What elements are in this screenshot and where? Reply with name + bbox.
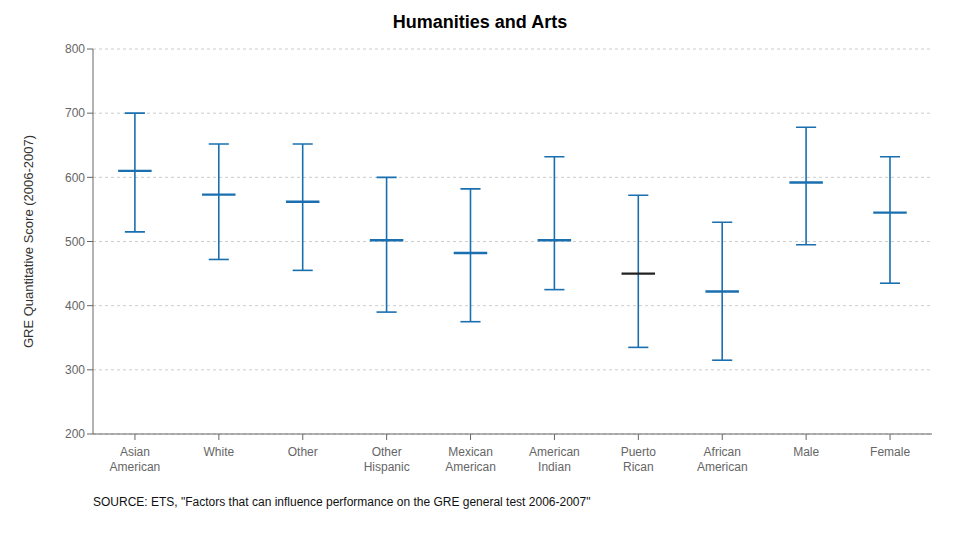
svg-text:300: 300 [65, 363, 85, 377]
svg-text:AmericanIndian: AmericanIndian [529, 445, 580, 474]
svg-text:600: 600 [65, 171, 85, 185]
svg-text:Female: Female [870, 445, 910, 459]
svg-text:200: 200 [65, 427, 85, 441]
svg-text:700: 700 [65, 106, 85, 120]
html-text:SOURCE: ETS, "Factors that can: SOURCE: ETS, "Factors that can influence… [93, 495, 591, 509]
html-text:Humanities and Arts: Humanities and Arts [392, 12, 568, 32]
svg-text:AsianAmerican: AsianAmerican [110, 445, 161, 474]
svg-text:Male: Male [793, 445, 819, 459]
svg-text:OtherHispanic: OtherHispanic [364, 445, 410, 474]
svg-text:800: 800 [65, 42, 85, 56]
svg-text:GRE Quantitative Score (2006-2: GRE Quantitative Score (2006-2007) [21, 135, 36, 348]
svg-text:PuertoRican: PuertoRican [621, 445, 657, 474]
svg-text:500: 500 [65, 235, 85, 249]
svg-text:Other: Other [288, 445, 318, 459]
svg-text:MexicanAmerican: MexicanAmerican [445, 445, 496, 474]
svg-text:400: 400 [65, 299, 85, 313]
svg-text:AfricanAmerican: AfricanAmerican [697, 445, 748, 474]
svg-text:White: White [204, 445, 235, 459]
